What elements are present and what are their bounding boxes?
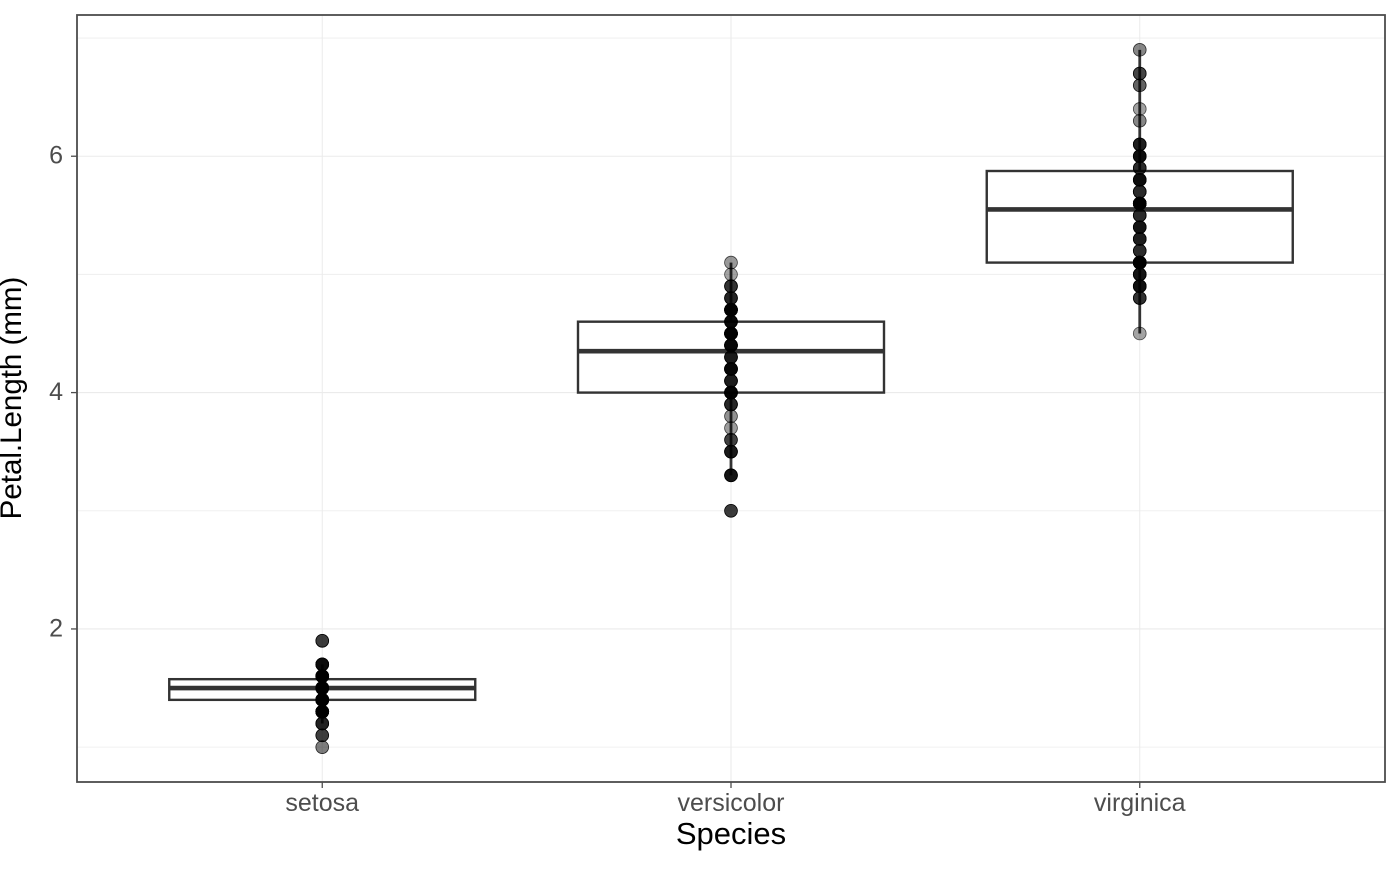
svg-text:4: 4 [49,378,63,406]
svg-text:6: 6 [49,142,63,170]
svg-text:Species: Species [676,816,786,851]
svg-text:2: 2 [49,614,63,642]
svg-text:Petal.Length (mm): Petal.Length (mm) [0,277,28,520]
svg-text:versicolor: versicolor [678,789,785,817]
svg-text:setosa: setosa [285,789,359,817]
svg-text:virginica: virginica [1094,789,1186,817]
